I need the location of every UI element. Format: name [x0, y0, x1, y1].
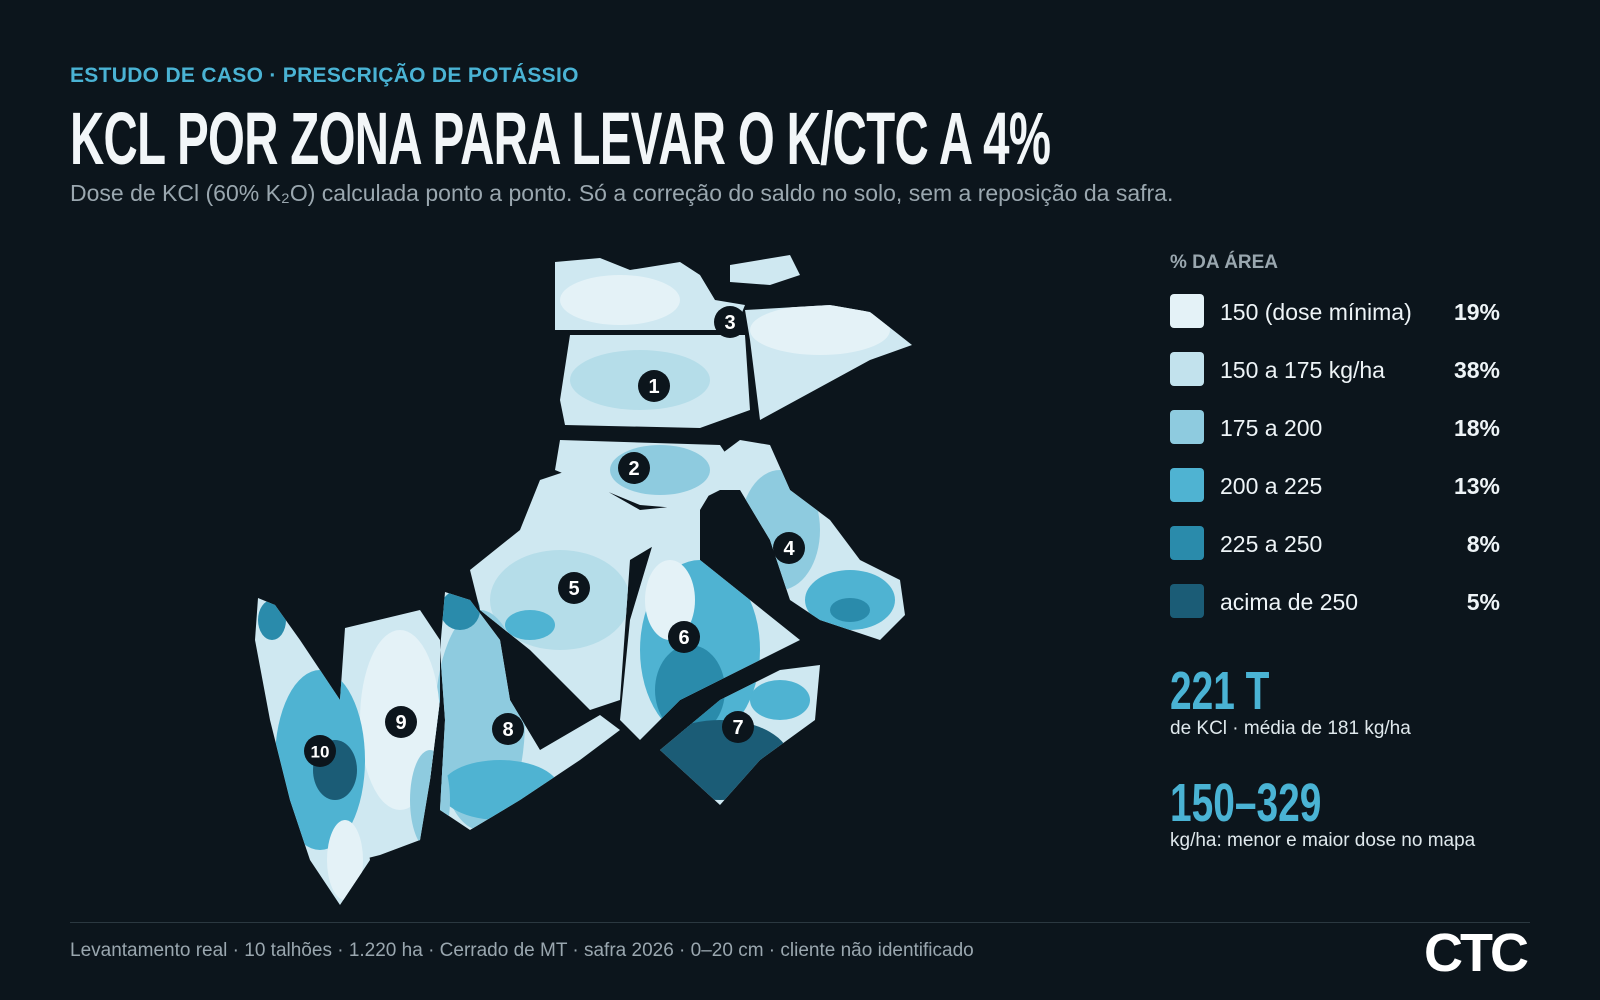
field-label: 4: [783, 538, 795, 560]
dose-zone: [440, 760, 560, 820]
legend-share: 5%: [1466, 589, 1500, 615]
legend-label: 225 a 250: [1220, 531, 1323, 557]
legend-share: 19%: [1453, 299, 1500, 325]
legend-item: 150 (dose mínima) 19%: [1170, 294, 1500, 330]
field-label: 10: [311, 743, 330, 762]
field-marker: [558, 572, 590, 604]
legend-share: 8%: [1466, 531, 1500, 557]
legend-swatch: [1170, 584, 1204, 618]
field-marker: [385, 706, 417, 738]
legend-item: acima de 250 5%: [1170, 584, 1500, 620]
field-marker: [304, 735, 336, 767]
field-marker: [722, 711, 754, 743]
field-label: 2: [628, 458, 639, 480]
dose-zone: [645, 560, 695, 640]
field-label: 6: [678, 627, 689, 649]
legend-item: 200 a 225 13%: [1170, 468, 1500, 504]
field-label: 9: [395, 712, 406, 734]
title: KCL POR ZONA PARA LEVAR O K/CTC A 4%: [70, 97, 1051, 180]
field-marker: [492, 713, 524, 745]
legend-share: 38%: [1453, 357, 1500, 383]
subtitle: Dose de KCl (60% K₂O) calculada ponto a …: [70, 180, 1174, 206]
field-label: 3: [724, 312, 735, 334]
logo: CTC: [1424, 923, 1529, 983]
field-label: 8: [502, 719, 513, 741]
field-label: 7: [732, 717, 743, 739]
legend-heading: % DA ÁREA: [1170, 252, 1279, 273]
field-marker: [618, 452, 650, 484]
dose-zone: [560, 275, 680, 325]
dose-zone: [490, 550, 630, 650]
dose-zone: [505, 610, 555, 640]
legend-item: 175 a 200 18%: [1170, 410, 1500, 446]
dose-zone: [440, 590, 480, 630]
legend-label: 200 a 225: [1220, 473, 1323, 499]
legend-swatch: [1170, 468, 1204, 502]
legend-item: 225 a 250 8%: [1170, 526, 1500, 562]
field-label: 1: [648, 376, 659, 398]
map: 1 2 3 4 5 6 7 8 9 10: [255, 255, 912, 905]
legend-label: acima de 250: [1220, 589, 1359, 615]
legend-label: 150 a 175 kg/ha: [1220, 357, 1385, 383]
field-marker: [714, 306, 746, 338]
legend-label: 150 (dose mínima): [1220, 299, 1412, 325]
legend-item: 150 a 175 kg/ha 38%: [1170, 352, 1500, 388]
field-marker: [773, 532, 805, 564]
stat-value: 221 T: [1170, 661, 1270, 721]
dose-zone: [258, 600, 286, 640]
stat-caption: kg/ha: menor e maior dose no mapa: [1170, 830, 1476, 851]
legend-swatch: [1170, 294, 1204, 328]
dose-zone: [410, 750, 450, 850]
stat-caption: de KCl · média de 181 kg/ha: [1170, 718, 1411, 739]
legend-label: 175 a 200: [1220, 415, 1323, 441]
field-labels: 1 2 3 4 5 6 7 8 9 10: [304, 306, 805, 767]
dose-zone: [750, 680, 810, 720]
legend-share: 18%: [1453, 415, 1500, 441]
legend-share: 13%: [1453, 473, 1500, 499]
dose-map: [255, 255, 912, 905]
field-label: 5: [568, 578, 579, 600]
legend-swatch: [1170, 352, 1204, 386]
dose-zone: [830, 598, 870, 622]
footer-note: Levantamento real · 10 talhões · 1.220 h…: [70, 940, 974, 961]
stat-value: 150–329: [1170, 773, 1322, 833]
dose-zone: [750, 305, 890, 355]
dose-zone: [740, 470, 820, 590]
field-marker: [668, 621, 700, 653]
legend-swatch: [1170, 526, 1204, 560]
dose-zone: [650, 720, 790, 800]
divider: [70, 922, 1530, 923]
field-marker: [638, 370, 670, 402]
eyebrow: ESTUDO DE CASO · PRESCRIÇÃO DE POTÁSSIO: [70, 64, 579, 87]
legend-swatch: [1170, 410, 1204, 444]
dose-zone: [327, 820, 363, 900]
